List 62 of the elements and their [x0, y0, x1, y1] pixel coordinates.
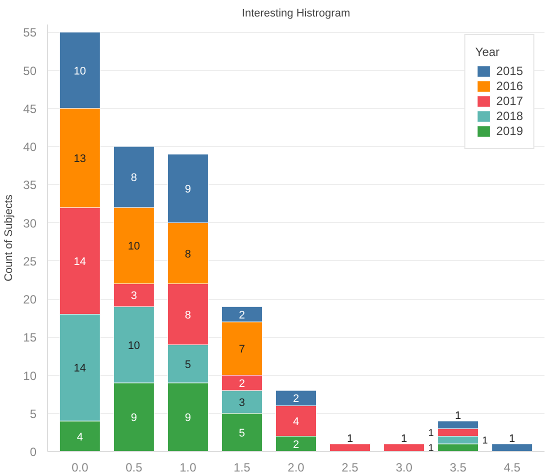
legend-title: Year: [475, 45, 501, 59]
data-label: 10: [74, 65, 86, 78]
legend-label: 2017: [496, 94, 523, 108]
data-label: 10: [128, 340, 140, 352]
y-tick-label: 10: [23, 368, 37, 383]
legend-label: 2016: [496, 79, 523, 93]
y-tick-label: 30: [23, 216, 37, 230]
data-label: 1: [428, 443, 434, 454]
y-tick-label: 40: [23, 140, 37, 154]
data-label: 8: [184, 309, 192, 322]
data-label: 2: [292, 438, 300, 451]
x-tick-label: 1.5: [234, 460, 251, 474]
x-tick-label: 4.5: [504, 460, 521, 474]
data-label: 5: [184, 358, 192, 371]
x-tick-label: 2.0: [288, 460, 305, 474]
data-label: 2: [238, 378, 246, 390]
data-label: 2: [238, 309, 246, 322]
data-label: 1: [455, 410, 462, 422]
data-label: 9: [130, 412, 137, 424]
legend-label: 2019: [496, 124, 523, 138]
legend-label: 2018: [496, 109, 523, 123]
data-label: 1: [346, 432, 354, 445]
y-tick-label: 45: [23, 102, 37, 116]
data-label: 1: [428, 428, 434, 439]
data-label: 4: [292, 416, 300, 428]
data-label: 8: [130, 172, 137, 184]
data-label: 13: [74, 152, 86, 165]
y-tick-label: 15: [23, 330, 37, 345]
x-tick-label: 0.5: [126, 460, 143, 474]
data-label: 2: [292, 393, 300, 406]
bar: [384, 444, 425, 452]
y-tick-label: 0: [30, 445, 37, 459]
data-label: 10: [128, 240, 140, 253]
data-label: 7: [238, 344, 246, 356]
data-label: 4: [76, 431, 83, 444]
x-tick-label: 2.5: [342, 460, 359, 474]
y-tick-label: 25: [23, 254, 37, 268]
y-tick-label: 55: [23, 26, 37, 40]
data-label: 9: [184, 412, 192, 424]
y-tick-label: 5: [30, 406, 37, 421]
data-label: 1: [482, 436, 488, 447]
chart-title: Interesting Histrogram: [242, 8, 350, 20]
bar: [330, 444, 371, 452]
x-tick-label: 1.0: [180, 460, 197, 474]
x-tick-label: 0.0: [72, 460, 89, 474]
bar: [492, 444, 533, 452]
y-tick-label: 50: [23, 64, 37, 78]
x-tick-label: 3.5: [450, 460, 467, 474]
y-tick-label: 35: [23, 178, 37, 192]
x-tick-label: 3.0: [396, 460, 413, 474]
data-label: 14: [74, 256, 86, 268]
data-label: 5: [238, 427, 246, 440]
data-label: 3: [130, 290, 137, 302]
legend-label: 2015: [496, 64, 523, 78]
data-label: 1: [509, 432, 516, 445]
data-label: 9: [184, 183, 192, 196]
data-label: 14: [74, 362, 86, 375]
data-label: 8: [184, 248, 192, 260]
data-label: 3: [238, 396, 246, 409]
y-tick-label: 20: [23, 292, 37, 306]
y-axis-title: Count of Subjects: [3, 194, 16, 282]
data-label: 1: [400, 432, 408, 445]
